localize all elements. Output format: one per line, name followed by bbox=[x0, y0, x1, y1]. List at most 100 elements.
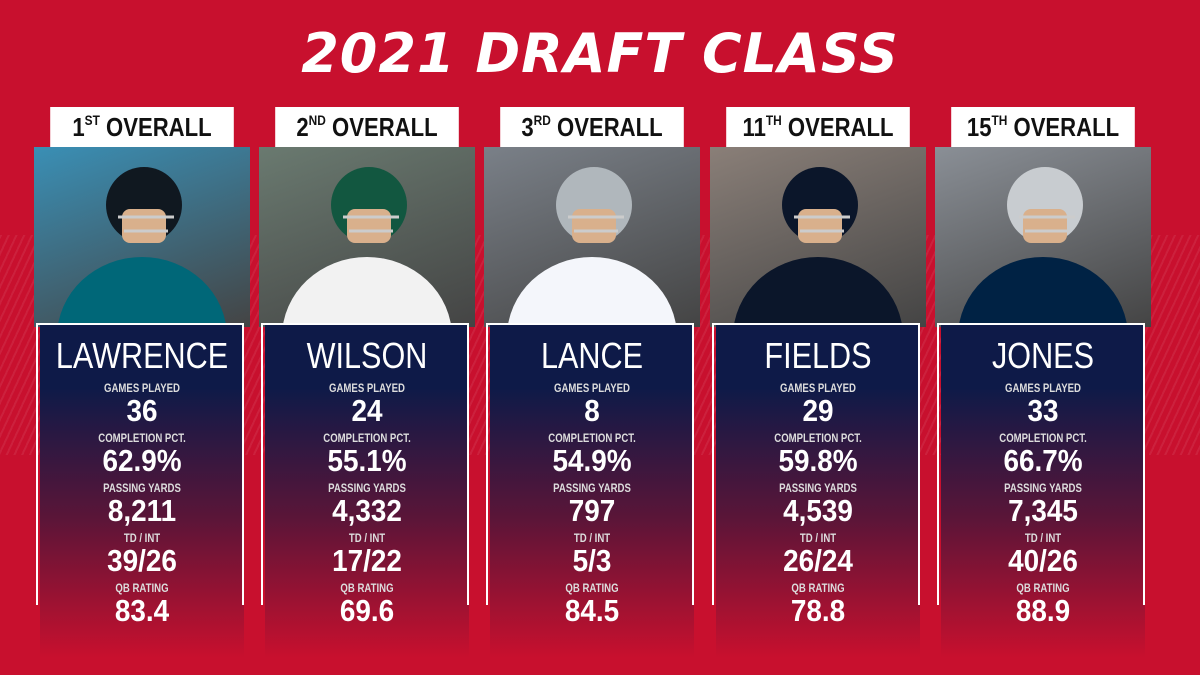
player-silhouette bbox=[958, 167, 1128, 327]
stat-value-games: 36 bbox=[126, 393, 158, 428]
pick-number: 11 bbox=[742, 112, 766, 142]
stat-label-comp: COMPLETION PCT. bbox=[774, 431, 862, 445]
stat-label-rating: QB RATING bbox=[565, 581, 619, 595]
player-name: LANCE bbox=[540, 335, 644, 376]
draft-pick-header: 3RD OVERALL bbox=[500, 107, 684, 147]
player-silhouette bbox=[282, 167, 452, 327]
stat-value-yards: 8,211 bbox=[107, 493, 177, 528]
stat-value-rating: 84.5 bbox=[564, 593, 620, 628]
player-name: LAWRENCE bbox=[55, 335, 229, 376]
panel-outline bbox=[486, 323, 694, 605]
stat-value-games: 8 bbox=[584, 393, 600, 428]
stats-panel bbox=[941, 325, 1145, 675]
stat-label-yards: PASSING YARDS bbox=[1004, 481, 1082, 495]
pick-suffix: ST bbox=[84, 112, 100, 128]
stats-panel bbox=[265, 325, 469, 675]
stat-label-comp: COMPLETION PCT. bbox=[999, 431, 1087, 445]
player-card: 15TH OVERALL JONES GAMES PLAYED 33 COMPLE… bbox=[935, 107, 1151, 675]
stat-label-tdint: TD / INT bbox=[348, 531, 386, 545]
page-title: 2021 DRAFT CLASS bbox=[301, 22, 899, 85]
overall-label: OVERALL bbox=[1013, 112, 1120, 142]
overall-label: OVERALL bbox=[332, 112, 438, 142]
stat-label-games: GAMES PLAYED bbox=[1005, 381, 1081, 395]
player-silhouette bbox=[507, 167, 677, 327]
pick-suffix: ND bbox=[308, 112, 326, 128]
stat-value-comp: 66.7% bbox=[1003, 443, 1083, 478]
stat-value-games: 29 bbox=[802, 393, 834, 428]
stat-value-tdint: 40/26 bbox=[1008, 543, 1078, 578]
stat-label-yards: PASSING YARDS bbox=[328, 481, 406, 495]
stat-label-games: GAMES PLAYED bbox=[329, 381, 405, 395]
stat-value-yards: 4,539 bbox=[783, 493, 853, 528]
pick-number: 15 bbox=[966, 112, 992, 142]
stat-value-tdint: 17/22 bbox=[332, 543, 402, 578]
stat-label-games: GAMES PLAYED bbox=[780, 381, 856, 395]
pick-number: 1 bbox=[72, 112, 85, 142]
stat-label-tdint: TD / INT bbox=[1024, 531, 1062, 545]
player-card: 11TH OVERALL FIELDS GAMES PLAYED 29 COMPL… bbox=[710, 107, 926, 675]
panel-outline bbox=[712, 323, 920, 605]
stat-label-yards: PASSING YARDS bbox=[103, 481, 181, 495]
stats-panel bbox=[490, 325, 694, 675]
player-name: FIELDS bbox=[764, 335, 872, 376]
stat-value-comp: 54.9% bbox=[552, 443, 632, 478]
stat-label-games: GAMES PLAYED bbox=[104, 381, 180, 395]
stat-value-games: 24 bbox=[351, 393, 383, 428]
stat-value-tdint: 5/3 bbox=[572, 543, 612, 578]
stat-value-comp: 55.1% bbox=[327, 443, 407, 478]
stat-label-games: GAMES PLAYED bbox=[554, 381, 630, 395]
player-name: JONES bbox=[991, 335, 1095, 376]
stat-value-tdint: 39/26 bbox=[107, 543, 177, 578]
draft-pick-header: 1ST OVERALL bbox=[50, 107, 234, 147]
pick-suffix: TH bbox=[991, 112, 1008, 128]
stat-value-rating: 83.4 bbox=[114, 593, 170, 628]
stat-label-comp: COMPLETION PCT. bbox=[548, 431, 636, 445]
stat-label-tdint: TD / INT bbox=[799, 531, 837, 545]
stats-panel bbox=[40, 325, 244, 675]
panel-outline bbox=[261, 323, 469, 605]
stat-label-rating: QB RATING bbox=[340, 581, 394, 595]
overall-label: OVERALL bbox=[557, 112, 663, 142]
stat-value-yards: 797 bbox=[568, 493, 616, 528]
player-photo bbox=[710, 147, 926, 327]
stat-label-tdint: TD / INT bbox=[573, 531, 611, 545]
player-silhouette bbox=[57, 167, 227, 327]
draft-pick-header: 2ND OVERALL bbox=[275, 107, 459, 147]
overall-label: OVERALL bbox=[106, 112, 212, 142]
pick-number: 3 bbox=[521, 112, 534, 142]
stat-value-yards: 4,332 bbox=[332, 493, 402, 528]
stat-value-games: 33 bbox=[1027, 393, 1059, 428]
stat-label-comp: COMPLETION PCT. bbox=[323, 431, 411, 445]
pick-suffix: RD bbox=[533, 112, 551, 128]
stat-label-yards: PASSING YARDS bbox=[553, 481, 631, 495]
stats-panel bbox=[716, 325, 920, 675]
stat-value-rating: 78.8 bbox=[790, 593, 846, 628]
stat-value-yards: 7,345 bbox=[1008, 493, 1078, 528]
stat-label-yards: PASSING YARDS bbox=[779, 481, 857, 495]
stat-label-rating: QB RATING bbox=[791, 581, 845, 595]
player-card: 1ST OVERALL LAWRENCE GAMES PLAYED 36 COMP… bbox=[34, 107, 250, 675]
player-silhouette bbox=[733, 167, 903, 327]
player-photo bbox=[259, 147, 475, 327]
stat-value-rating: 88.9 bbox=[1015, 593, 1071, 628]
player-photo bbox=[935, 147, 1151, 327]
stat-label-comp: COMPLETION PCT. bbox=[98, 431, 186, 445]
player-card: 3RD OVERALL LANCE GAMES PLAYED 8 COMPLETI… bbox=[484, 107, 700, 675]
stat-label-rating: QB RATING bbox=[115, 581, 169, 595]
player-name: WILSON bbox=[306, 335, 428, 376]
pick-suffix: TH bbox=[765, 112, 782, 128]
draft-pick-header: 11TH OVERALL bbox=[726, 107, 910, 147]
stat-value-tdint: 26/24 bbox=[783, 543, 853, 578]
stat-value-rating: 69.6 bbox=[339, 593, 395, 628]
panel-outline bbox=[937, 323, 1145, 605]
overall-label: OVERALL bbox=[787, 112, 894, 142]
draft-pick-header: 15TH OVERALL bbox=[951, 107, 1135, 147]
pick-number: 2 bbox=[296, 112, 309, 142]
stat-label-tdint: TD / INT bbox=[123, 531, 161, 545]
stat-label-rating: QB RATING bbox=[1016, 581, 1070, 595]
player-card: 2ND OVERALL WILSON GAMES PLAYED 24 COMPLE… bbox=[259, 107, 475, 675]
stat-value-comp: 59.8% bbox=[778, 443, 858, 478]
player-photo bbox=[34, 147, 250, 327]
player-photo bbox=[484, 147, 700, 327]
panel-outline bbox=[36, 323, 244, 605]
